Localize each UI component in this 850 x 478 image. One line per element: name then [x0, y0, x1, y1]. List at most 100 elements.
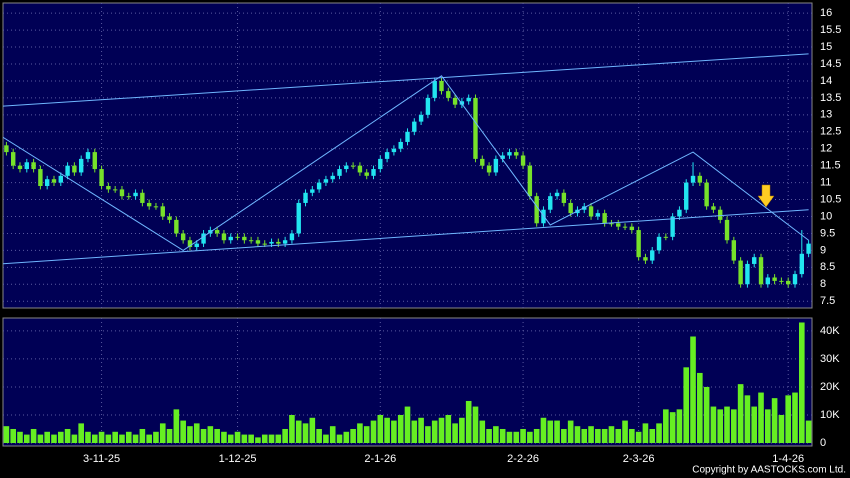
volume-bar [622, 420, 628, 443]
volume-bar [125, 431, 132, 443]
volume-bar [275, 434, 282, 443]
volume-bar [669, 412, 676, 443]
candle-body [255, 240, 261, 244]
volume-bar [146, 434, 152, 443]
volume-bar [574, 426, 581, 443]
volume-bar [85, 431, 91, 443]
candle-body [609, 223, 614, 225]
candle-body [561, 192, 567, 203]
candle-body [174, 219, 179, 234]
candle-body [65, 165, 70, 176]
candle-body [10, 152, 16, 166]
volume-bar [676, 409, 683, 443]
volume-bar [520, 428, 526, 443]
volume-bar [547, 420, 554, 443]
volume-bar [717, 409, 724, 443]
candle-body [242, 236, 247, 241]
volume-bar [241, 434, 248, 443]
price-plot [3, 3, 812, 308]
candle-body [106, 186, 111, 190]
volume-bar [799, 322, 805, 443]
volume-bar [765, 409, 771, 443]
candle-body [718, 209, 723, 220]
candle-body [160, 206, 165, 217]
candle-body [616, 223, 621, 227]
volume-bar [785, 395, 792, 443]
volume-bar [567, 420, 574, 443]
candle-body [697, 175, 703, 183]
volume-bar [513, 431, 520, 443]
volume-bar [377, 414, 384, 443]
y-tick-label: 15.5 [820, 24, 841, 36]
candle-body [357, 165, 363, 173]
y-tick-label: 14 [820, 75, 832, 87]
volume-bar [391, 420, 397, 443]
volume-bar [187, 426, 193, 443]
volume-bar [595, 428, 601, 443]
x-tick-label: 2-2-26 [507, 453, 539, 465]
y-tick-label: 12 [820, 143, 832, 155]
y-tick-label: 30K [820, 353, 840, 365]
candle-body [554, 192, 560, 197]
volume-bar [30, 428, 37, 443]
candle-body [473, 97, 478, 159]
x-tick-label: 1-12-25 [219, 453, 257, 465]
candle-body [398, 141, 403, 149]
candle-body [72, 165, 77, 173]
volume-bar [499, 428, 506, 443]
volume-bar [615, 428, 622, 443]
candle-body [310, 189, 315, 193]
volume-bar [533, 428, 540, 443]
volume-bar [635, 431, 642, 443]
volume-bar [173, 409, 180, 443]
volume-bar [690, 336, 696, 443]
candle-body [17, 165, 23, 170]
volume-bar [139, 428, 146, 443]
candle-body [31, 162, 36, 170]
candle-body [711, 206, 716, 210]
candle-body [269, 241, 274, 244]
volume-bar [227, 434, 234, 443]
candle-body [330, 175, 335, 180]
y-tick-label: 9 [820, 244, 826, 256]
candle-body [78, 158, 84, 173]
candle-body [752, 257, 757, 264]
volume-bar [57, 431, 64, 443]
candle-body [745, 263, 750, 285]
candle-body [636, 230, 641, 258]
volume-bar [683, 367, 690, 443]
volume-bar [425, 426, 431, 443]
candle-body [418, 114, 424, 122]
volume-bar [418, 417, 424, 443]
volume-bar [17, 431, 23, 443]
candle-body [677, 209, 682, 217]
candle-body [534, 196, 539, 224]
y-tick-label: 11 [820, 177, 831, 189]
volume-bar [268, 434, 275, 443]
candle-body [493, 158, 499, 173]
candle-body [384, 152, 390, 159]
candle-body [282, 240, 288, 244]
volume-bar [112, 431, 118, 443]
volume-bar [248, 434, 254, 443]
candle-body [548, 196, 553, 210]
candle-body [344, 165, 349, 170]
volume-bar [561, 428, 567, 443]
candle-body [425, 97, 431, 115]
candle-body [595, 213, 601, 217]
volume-bar [642, 423, 649, 443]
volume-bar [132, 434, 139, 443]
volume-bar [343, 431, 350, 443]
candle-body [466, 97, 471, 102]
volume-bar [180, 420, 186, 443]
candle-body [337, 169, 342, 176]
volume-bar [302, 423, 309, 443]
volume-bar [479, 420, 486, 443]
y-tick-label: 10 [820, 210, 832, 222]
volume-bar [445, 414, 452, 443]
volume-bar [581, 428, 588, 443]
candle-body [119, 189, 125, 197]
volume-bar [363, 426, 370, 443]
candle-body [690, 175, 696, 183]
